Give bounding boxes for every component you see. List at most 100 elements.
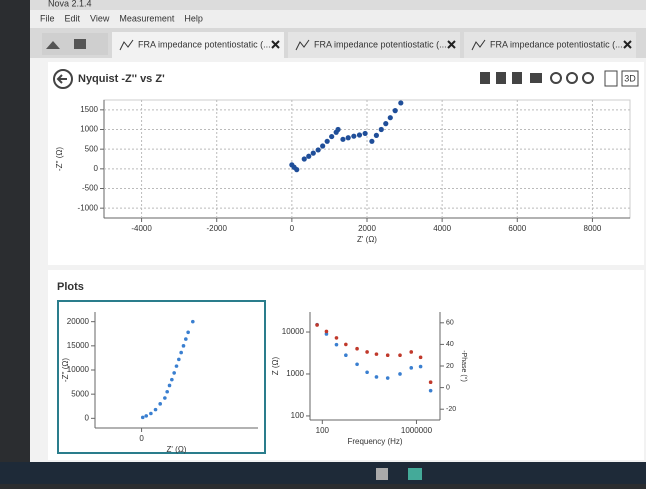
y2-tick-label: 60 (446, 320, 454, 327)
menu-item[interactable]: View (90, 13, 110, 23)
y-tick-label: 5000 (71, 389, 89, 398)
x-tick-label: 0 (290, 224, 295, 233)
tab[interactable] (464, 32, 636, 58)
y-tick-label: 1000 (286, 369, 304, 378)
y-tick-label: 1500 (80, 105, 98, 114)
data-point (186, 330, 190, 335)
x-axis-label: Frequency (Hz) (347, 437, 402, 446)
data-point (387, 115, 393, 121)
y-tick-label: 10000 (67, 365, 90, 374)
y2-tick-label: 0 (446, 384, 450, 391)
zoom-icon[interactable] (582, 72, 594, 84)
home-icon[interactable] (46, 41, 60, 49)
y-axis-label: -Z'' (Ω) (55, 147, 64, 171)
data-point (418, 355, 423, 360)
x-tick-label: 0 (139, 434, 144, 443)
tab-close[interactable] (623, 40, 632, 49)
tool-icon[interactable] (530, 73, 542, 83)
data-point (392, 108, 398, 114)
data-point (335, 126, 341, 133)
data-point (144, 414, 149, 418)
tool-icon[interactable] (496, 72, 506, 84)
zoom-icon[interactable] (566, 72, 578, 84)
data-point (344, 353, 348, 358)
tool-icon[interactable] (604, 70, 618, 87)
y-tick-label: 0 (94, 164, 99, 173)
tab-icon (119, 39, 134, 51)
y2-tick-label: -20 (446, 406, 456, 413)
data-point (163, 396, 167, 400)
data-point (378, 126, 384, 133)
data-point (324, 329, 329, 334)
selected-plot[interactable] (57, 300, 266, 454)
y-tick-label: 0 (85, 413, 90, 422)
back-arrow (56, 74, 67, 84)
menu-item[interactable]: Help (184, 13, 203, 23)
x-tick-label: 8000 (584, 224, 602, 233)
x-tick-label: 1000000 (401, 426, 433, 435)
data-point (315, 147, 321, 153)
y-tick-label: 500 (85, 144, 99, 153)
x-axis-label: Z' (Ω) (167, 445, 187, 454)
y-tick-label: 1000 (80, 125, 98, 134)
data-point (365, 350, 369, 354)
data-point (409, 350, 414, 354)
plots-title: Plots (57, 281, 84, 293)
data-point (369, 138, 375, 144)
x-tick-label: -4000 (131, 224, 152, 233)
tab[interactable] (112, 32, 284, 58)
data-point (355, 362, 359, 367)
data-point (398, 372, 402, 376)
data-point (428, 388, 433, 393)
data-point (355, 346, 359, 351)
data-point (324, 332, 329, 336)
data-point (165, 389, 169, 394)
3d-button[interactable] (621, 70, 639, 87)
zoom-icon[interactable] (550, 72, 562, 84)
taskbar-icon[interactable] (408, 468, 422, 480)
tab-close[interactable] (271, 40, 280, 49)
data-point (344, 342, 348, 347)
taskbar-icon[interactable] (376, 468, 388, 480)
data-point (340, 136, 346, 142)
tool-icon[interactable] (512, 72, 522, 84)
y-tick-label: -1000 (78, 203, 99, 212)
data-point (140, 415, 145, 420)
data-point (398, 100, 404, 106)
tab-label: FRA impedance potentiostatic (... (490, 39, 623, 49)
tab-icon (471, 39, 486, 51)
toolbar (480, 70, 618, 87)
data-point (385, 353, 390, 358)
back-button[interactable] (53, 69, 73, 89)
menu-item[interactable]: Measurement (119, 13, 175, 23)
data-point (398, 353, 402, 358)
data-point (158, 402, 162, 406)
x-tick-label: -2000 (206, 224, 227, 233)
data-point (315, 323, 319, 327)
menu-item[interactable]: Edit (65, 13, 81, 23)
nyquist-title: Nyquist -Z'' vs Z' (78, 73, 165, 85)
data-point (172, 371, 176, 375)
data-point (324, 138, 330, 144)
data-point (334, 342, 339, 347)
menu-item[interactable]: File (40, 13, 55, 23)
data-point (374, 375, 379, 379)
y2-tick-label: 20 (446, 363, 454, 370)
tab-close[interactable] (447, 40, 456, 49)
data-point (320, 143, 326, 149)
data-point (153, 407, 158, 412)
data-point (385, 376, 390, 380)
data-point (174, 364, 179, 368)
data-point (310, 150, 316, 156)
plot-area (103, 99, 631, 219)
data-point (149, 411, 153, 416)
data-point (181, 344, 186, 348)
y-tick-label: 20000 (67, 317, 90, 326)
data-point (294, 167, 300, 173)
tab-label: FRA impedance potentiostatic (... (314, 39, 447, 49)
tool-icon[interactable] (480, 72, 490, 84)
tab[interactable] (288, 32, 460, 58)
y-tick-label: -500 (82, 184, 99, 193)
library-icon[interactable] (74, 39, 86, 49)
